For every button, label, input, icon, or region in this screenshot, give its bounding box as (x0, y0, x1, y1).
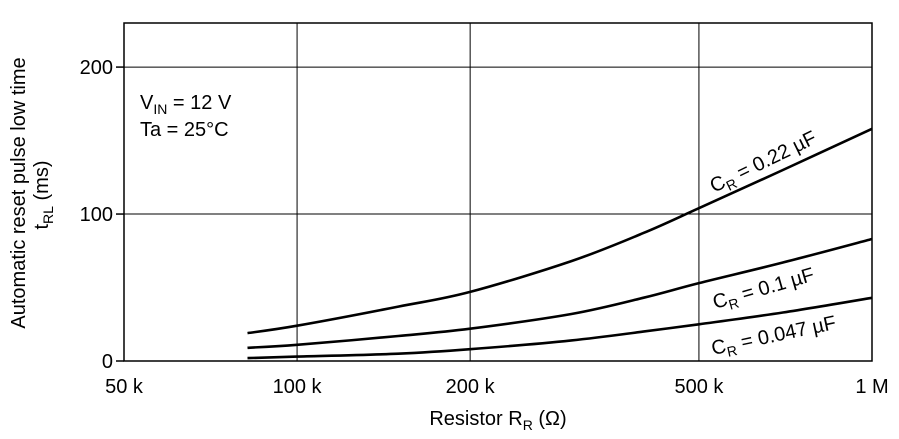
x-tick-label: 50 k (105, 376, 144, 398)
y-tick-label: 100 (80, 204, 113, 226)
y-axis-title: Automatic reset pulse low time (8, 57, 30, 328)
x-tick-label: 1 M (855, 376, 888, 398)
x-tick-label: 100 k (273, 376, 323, 398)
series-line (247, 296, 873, 360)
x-tick-label: 500 k (674, 376, 724, 398)
y-axis-unit: tRL (ms) (31, 160, 56, 229)
plot-frame (123, 22, 873, 362)
condition-text: VIN = 12 V (140, 92, 232, 117)
y-tick-label: 200 (80, 57, 113, 79)
x-tick-label: 200 k (446, 376, 496, 398)
axis-ticks (116, 66, 124, 362)
series-line (247, 127, 873, 335)
series-line (247, 237, 873, 350)
text-labels: 50 k 100 k 200 k 500 k 1 M 0 100 200 CR = 0.22 µ… (8, 57, 889, 433)
condition-text: Ta = 25°C (140, 119, 229, 141)
series-curves (247, 127, 873, 360)
series-label: CR = 0.22 µF (707, 127, 822, 200)
grid-lines (124, 23, 872, 361)
x-axis-title: Resistor RR (Ω) (429, 408, 566, 433)
y-tick-label: 0 (102, 351, 113, 373)
